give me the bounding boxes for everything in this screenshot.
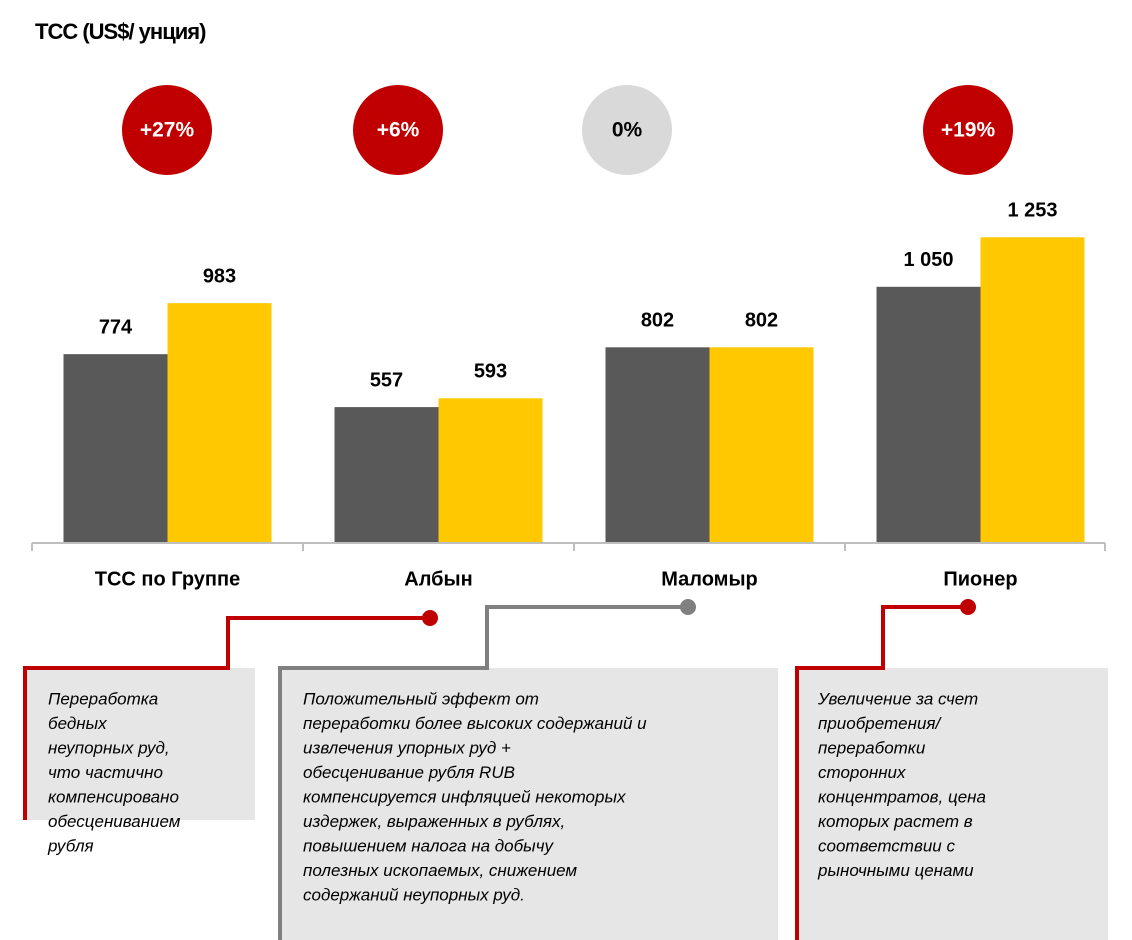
note-text: обесцениванием [48, 812, 181, 831]
note-text: издержек, выраженных в рублях, [303, 812, 565, 831]
connector [278, 605, 688, 940]
bar [167, 303, 272, 543]
change-label: 0% [612, 119, 643, 142]
bar [980, 237, 1085, 543]
note-text: приобретения/ [818, 714, 943, 733]
value-label: 802 [745, 310, 778, 332]
change-label: +19% [941, 119, 996, 142]
value-label: 557 [370, 369, 403, 391]
change-badge [923, 85, 1013, 175]
value-label: 802 [641, 310, 674, 332]
bar [876, 286, 981, 543]
change-label: +6% [377, 119, 420, 142]
note-text: содержаний неупорных руд. [303, 885, 525, 904]
note-text: сторонних [818, 763, 906, 782]
connector-dot [960, 599, 976, 615]
note-text: соответствии с [818, 836, 955, 855]
note-text: концентратов, цена [818, 787, 986, 806]
note-text: полезных ископаемых, снижением [303, 861, 577, 880]
note-box [280, 668, 778, 940]
note-text: что частично [48, 763, 163, 782]
bar [334, 407, 439, 543]
note-text: компенсировано [48, 787, 179, 806]
note-text: повышением налога на добычу [303, 836, 554, 855]
note-text: переработки более высоких содержаний и [303, 714, 647, 733]
value-label: 983 [203, 265, 236, 287]
x-tick-label: ТСС по Группе [95, 568, 240, 590]
note-text: Переработка [48, 689, 158, 708]
change-badge [353, 85, 443, 175]
note-text: Положительный эффект от [303, 689, 539, 708]
note-text: рубля [47, 836, 94, 855]
note-text: которых растет в [818, 812, 973, 831]
connector [795, 605, 968, 940]
note-text: переработки [818, 738, 926, 757]
value-label: 774 [99, 316, 133, 338]
chart-title: ТСС (US$/ унция) [35, 19, 206, 44]
connector-dot [422, 610, 438, 626]
note-text: бедных [48, 714, 107, 733]
note-text: обесценивание рубля RUB [303, 763, 515, 782]
value-label: 1 050 [903, 249, 953, 271]
bar [63, 354, 168, 543]
connector [23, 616, 430, 820]
x-tick-label: Албын [404, 568, 472, 590]
connector-dot [680, 599, 696, 615]
note-text: рыночными ценами [817, 861, 974, 880]
value-label: 1 253 [1007, 200, 1057, 222]
note-box [797, 668, 1108, 940]
bar [709, 347, 814, 543]
x-tick-label: Маломыр [661, 568, 758, 590]
note-text: неупорных руд, [48, 738, 170, 757]
change-badge [122, 85, 212, 175]
value-label: 593 [474, 361, 507, 383]
note-box [25, 668, 255, 820]
bar [438, 398, 543, 543]
bar [605, 347, 710, 543]
note-text: Увеличение за счет [817, 689, 978, 708]
note-text: извлечения упорных руд + [303, 738, 511, 757]
change-badge [582, 85, 672, 175]
note-text: компенсируется инфляцией некоторых [303, 787, 626, 806]
change-label: +27% [140, 119, 195, 142]
x-tick-label: Пионер [943, 568, 1017, 590]
